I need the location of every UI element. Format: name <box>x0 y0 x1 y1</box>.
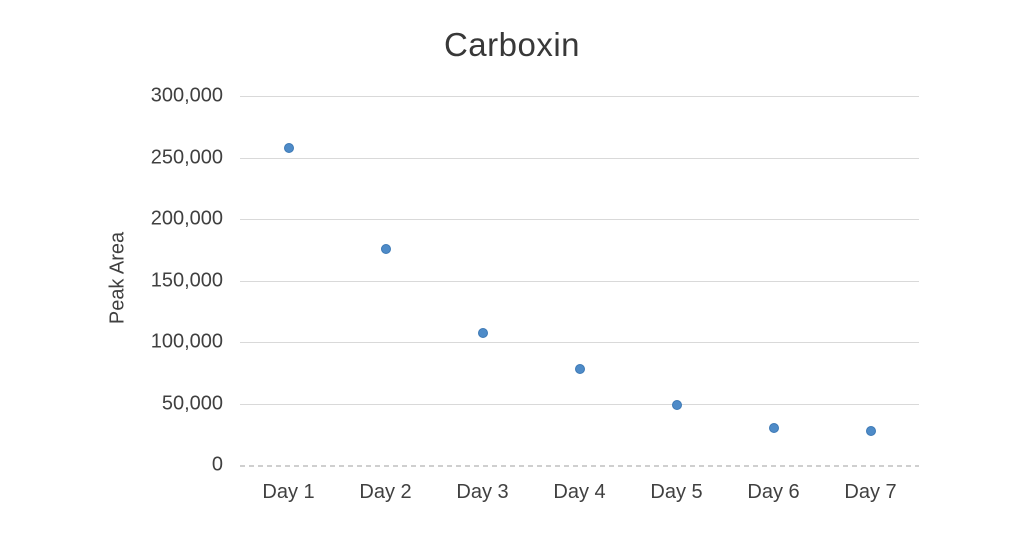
data-point <box>768 423 779 434</box>
gridline <box>240 403 919 405</box>
x-tick-label: Day 4 <box>553 481 606 503</box>
y-tick-label: 300,000 <box>150 84 223 107</box>
y-tick-label: 0 <box>211 453 223 476</box>
gridline <box>240 219 919 220</box>
gridline <box>240 342 919 343</box>
data-point <box>865 425 876 436</box>
data-point <box>574 364 585 375</box>
data-point <box>477 328 488 339</box>
chart-title: Carboxin <box>443 26 581 63</box>
x-axis-zero-line <box>240 465 919 467</box>
x-tick-label: Day 3 <box>456 481 509 503</box>
gridline <box>240 157 919 159</box>
x-tick-label: Day 6 <box>747 481 800 503</box>
x-tick-label: Day 5 <box>650 481 703 503</box>
plot-area <box>240 96 919 467</box>
y-tick-label: 200,000 <box>150 207 223 230</box>
data-point <box>380 243 391 254</box>
y-tick-label: 250,000 <box>150 146 223 168</box>
y-tick-label: 150,000 <box>150 269 223 291</box>
x-tick-label: Day 1 <box>262 481 315 503</box>
x-tick-label: Day 7 <box>844 481 897 503</box>
x-tick-label: Day 2 <box>359 481 412 503</box>
gridline <box>240 96 919 97</box>
data-point <box>283 142 294 153</box>
y-tick-label: 50,000 <box>161 392 223 414</box>
data-point <box>671 399 682 410</box>
y-tick-label: 100,000 <box>150 330 223 353</box>
gridline <box>240 280 919 282</box>
